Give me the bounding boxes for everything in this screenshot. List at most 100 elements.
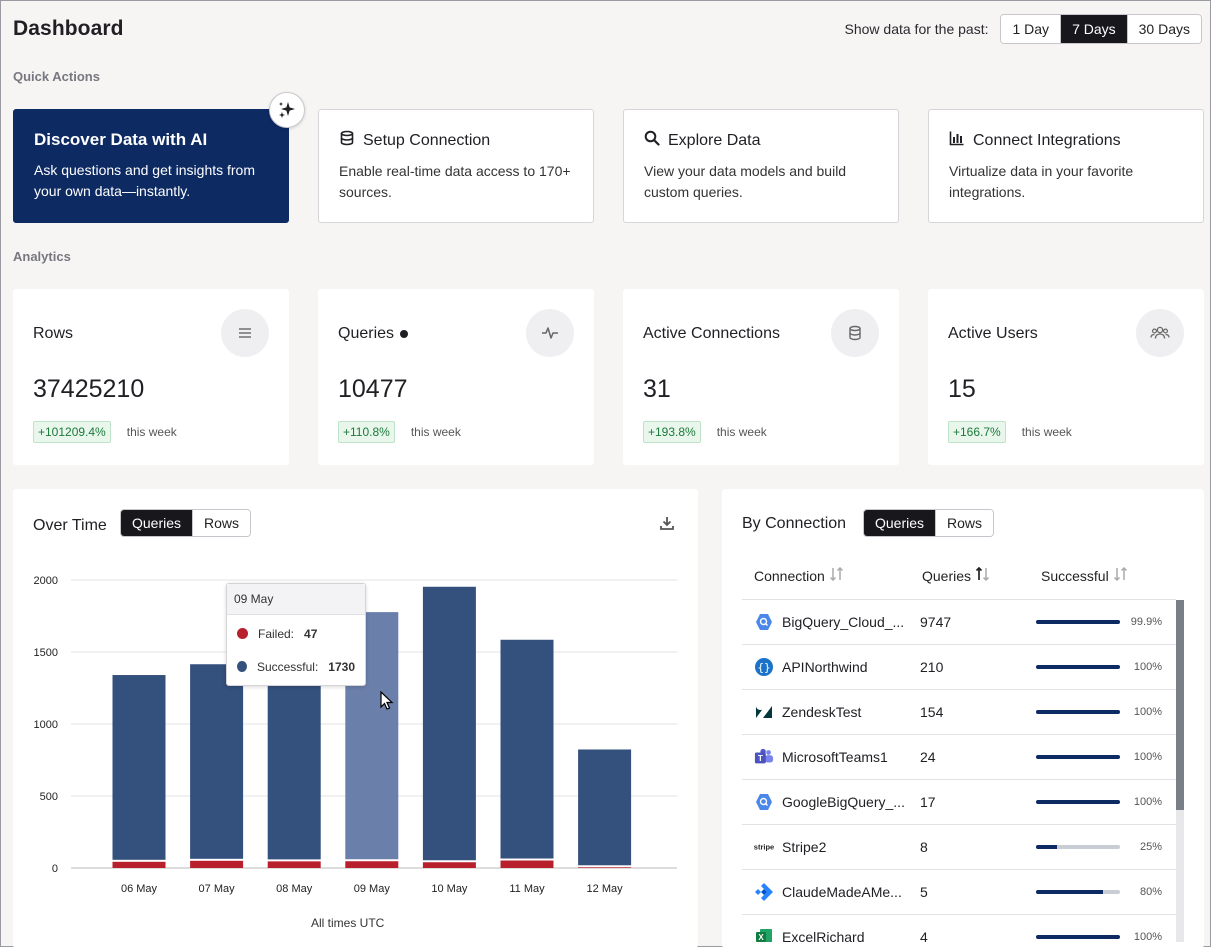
success-bar-fill (1036, 620, 1120, 624)
connection-table-body: BigQuery_Cloud_... 9747 99.9% {} APINorthwin… (742, 600, 1176, 942)
database-icon (831, 309, 879, 357)
bar-failed[interactable] (500, 860, 554, 868)
over-time-queries-tab[interactable]: Queries (121, 510, 194, 536)
sparkle-icon[interactable] (269, 92, 305, 128)
table-row[interactable]: GoogleBigQuery_... 17 100% (742, 780, 1176, 825)
queries-count: 24 (920, 749, 936, 765)
pulse-icon (526, 309, 574, 357)
success-bar (1036, 845, 1120, 849)
y-tick-label: 1500 (34, 647, 58, 659)
success-bar (1036, 890, 1120, 894)
table-row[interactable]: ZendeskTest 154 100% (742, 690, 1176, 735)
table-row[interactable]: T MicrosoftTeams1 24 100% (742, 735, 1176, 780)
x-tick-label: 08 May (276, 883, 313, 895)
stat-title: Queries (338, 325, 395, 342)
download-icon[interactable] (659, 515, 675, 536)
connect-integrations-card[interactable]: Connect Integrations Virtualize data in … (928, 109, 1204, 223)
analytics-label: Analytics (13, 249, 71, 264)
jira-icon (754, 882, 774, 902)
stat-period: this week (716, 425, 767, 439)
table-divider (742, 599, 1176, 600)
range-30-days-button[interactable]: 30 Days (1127, 15, 1201, 43)
queries-count: 5 (920, 884, 928, 900)
by-connection-rows-tab[interactable]: Rows (936, 510, 994, 536)
range-toggle: 1 Day 7 Days 30 Days (1000, 14, 1202, 44)
bar-failed[interactable] (345, 861, 399, 868)
connection-name: BigQuery_Cloud_... (782, 614, 905, 630)
table-row[interactable]: ClaudeMadeAMe... 5 80% (742, 870, 1176, 915)
by-connection-queries-tab[interactable]: Queries (864, 510, 937, 536)
info-icon[interactable] (400, 329, 409, 338)
success-bar-fill (1036, 935, 1120, 939)
bar-failed[interactable] (422, 862, 476, 868)
connection-name: APINorthwind (782, 659, 868, 675)
discover-data-ai-card[interactable]: Discover Data with AI Ask questions and … (13, 109, 289, 223)
range-7-days-button[interactable]: 7 Days (1061, 15, 1128, 43)
bar-failed[interactable] (578, 867, 632, 868)
card-title: Connect Integrations (973, 131, 1121, 149)
bar-failed[interactable] (190, 860, 244, 868)
success-bar (1036, 665, 1120, 669)
column-connection[interactable]: Connection (754, 566, 922, 584)
column-queries[interactable]: Queries (922, 566, 1041, 584)
table-row[interactable]: stripe Stripe2 8 25% (742, 825, 1176, 870)
stat-period: this week (126, 425, 177, 439)
queries-count: 4 (920, 929, 928, 942)
queries-count: 154 (920, 704, 944, 720)
column-label: Queries (922, 567, 972, 584)
connection-name: GoogleBigQuery_... (782, 794, 905, 810)
connection-name: MicrosoftTeams1 (782, 749, 888, 765)
stat-period: this week (410, 425, 461, 439)
stat-value: 10477 (338, 375, 408, 403)
column-label: Successful (1041, 567, 1109, 584)
queries-count: 9747 (920, 614, 952, 630)
scrollbar-thumb[interactable] (1176, 600, 1184, 810)
range-1-day-button[interactable]: 1 Day (1001, 15, 1062, 43)
bar-successful[interactable] (112, 675, 166, 860)
svg-text:stripe: stripe (754, 843, 774, 852)
users-icon (1136, 309, 1184, 357)
bar-successful[interactable] (578, 749, 632, 866)
bar-successful[interactable] (500, 639, 554, 859)
tooltip-success-value: 1730 (328, 659, 355, 674)
table-scrollbar[interactable] (1176, 600, 1184, 942)
connection-name: ClaudeMadeAMe... (782, 884, 902, 900)
excel-icon: X (754, 927, 774, 942)
x-tick-label: 06 May (121, 883, 158, 895)
stat-delta: +166.7% (948, 421, 1006, 443)
x-tick-label: 09 May (354, 883, 391, 895)
connection-name: Stripe2 (782, 839, 827, 855)
success-percent: 80% (1139, 886, 1162, 898)
stat-queries: Queries 10477 +110.8% this week (318, 289, 594, 465)
table-row[interactable]: {} APINorthwind 210 100% (742, 645, 1176, 690)
quick-actions-label: Quick Actions (13, 69, 100, 84)
table-row[interactable]: X ExcelRichard 4 100% (742, 915, 1176, 942)
stat-title: Active Connections (643, 325, 780, 342)
column-successful[interactable]: Successful (1041, 566, 1129, 584)
bar-successful[interactable] (422, 586, 476, 861)
bar-chart-icon (949, 130, 965, 151)
explore-data-card[interactable]: Explore Data View your data models and b… (623, 109, 899, 223)
tooltip-failed-label: Failed: (258, 626, 295, 641)
over-time-title: Over Time (33, 517, 107, 534)
range-selector: Show data for the past: 1 Day 7 Days 30 … (845, 14, 1202, 44)
stat-active-users: Active Users 15 +166.7% this week (928, 289, 1204, 465)
header: Dashboard Show data for the past: 1 Day … (13, 13, 1202, 45)
list-icon (221, 309, 269, 357)
stripe-icon: stripe (754, 837, 774, 857)
bar-failed[interactable] (267, 861, 321, 868)
setup-connection-card[interactable]: Setup Connection Enable real-time data a… (318, 109, 594, 223)
success-dot (237, 661, 247, 672)
success-percent: 99.9% (1130, 616, 1162, 628)
card-title: Setup Connection (363, 131, 491, 149)
bar-successful[interactable] (190, 664, 244, 859)
success-percent: 25% (1139, 841, 1162, 853)
table-row[interactable]: BigQuery_Cloud_... 9747 99.9% (742, 600, 1176, 645)
bigquery-icon (754, 612, 774, 632)
connection-name: ZendeskTest (782, 704, 862, 720)
stat-title: Active Users (948, 325, 1038, 342)
over-time-rows-tab[interactable]: Rows (193, 510, 251, 536)
chart-tooltip: 09 May Failed: 47 Successful: 1730 (226, 583, 366, 686)
bar-failed[interactable] (112, 861, 166, 868)
